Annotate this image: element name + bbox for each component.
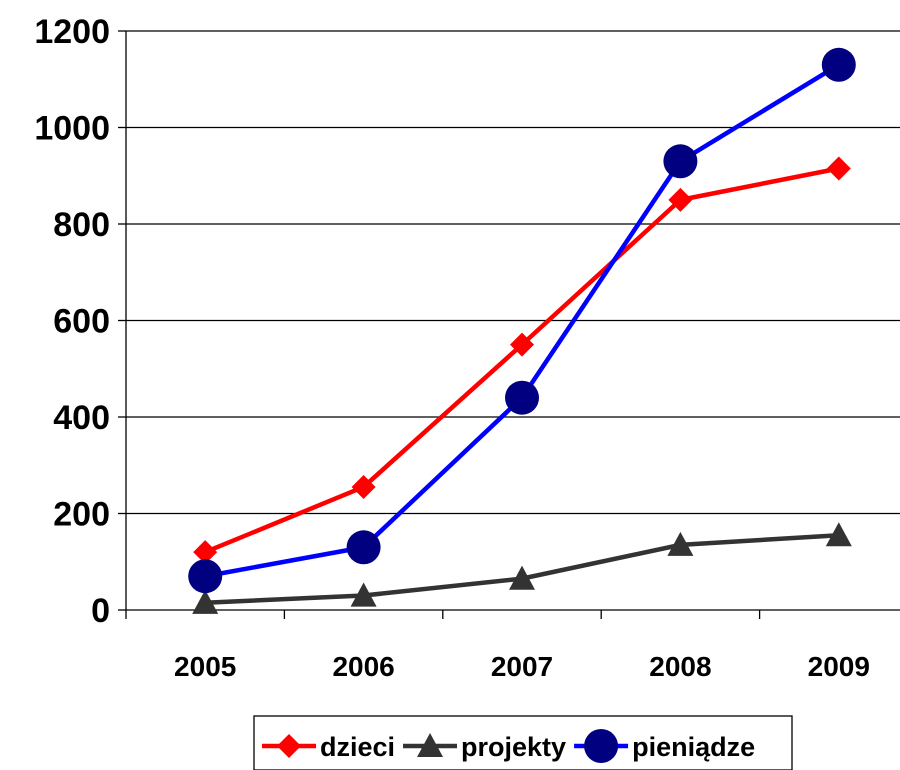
data-point-pieniądze-2006: [347, 530, 381, 564]
gridlines: [126, 31, 900, 514]
y-tick-label: 0: [91, 592, 110, 630]
legend-item-pieniądze: pieniądze: [574, 729, 755, 763]
legend-label: projekty: [461, 732, 566, 762]
y-tick-label: 600: [53, 303, 110, 341]
series-dzieci: [193, 157, 851, 565]
series: [188, 48, 856, 614]
x-tick-label-2005: 2005: [174, 651, 236, 682]
y-tick-label: 1000: [34, 110, 110, 148]
data-point-pieniądze-2005: [188, 559, 222, 593]
x-tick-label-2008: 2008: [649, 651, 711, 682]
y-tick-label: 400: [53, 399, 110, 437]
axes: [118, 31, 900, 619]
y-tick-label: 200: [53, 496, 110, 534]
x-tick-label-2007: 2007: [491, 651, 553, 682]
data-point-dzieci-2009: [827, 157, 851, 181]
series-line-dzieci: [205, 169, 839, 553]
y-tick-label: 1200: [34, 13, 110, 51]
legend-marker: [584, 729, 618, 763]
legend-label: dzieci: [320, 732, 395, 762]
y-tick-labels: 0 200 400 600 800 1000 1200: [34, 13, 110, 630]
legend-label: pieniądze: [632, 732, 755, 762]
data-point-pieniądze-2007: [505, 381, 539, 415]
x-tick-label-2009: 2009: [808, 651, 870, 682]
x-tick-labels: 2005 2006 2007 2008 2009: [174, 651, 870, 682]
y-tick-label: 800: [53, 206, 110, 244]
series-projekty: [192, 522, 852, 614]
x-tick-label-2006: 2006: [332, 651, 394, 682]
data-point-pieniądze-2009: [822, 48, 856, 82]
data-point-pieniądze-2008: [663, 144, 697, 178]
legend: dzieci projekty pieniądze: [254, 716, 792, 770]
